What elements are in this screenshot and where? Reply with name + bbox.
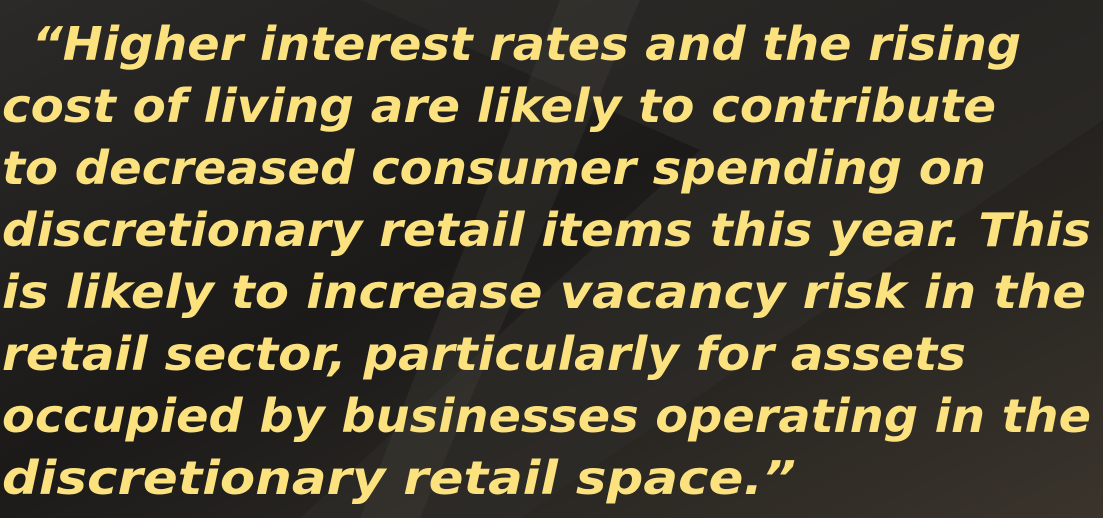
quote-text: “Higher interest rates and the rising cos… xyxy=(2,17,1091,505)
background-shape xyxy=(300,0,1103,518)
quote-line: to decreased consumer spending on xyxy=(2,141,986,195)
quote-line: discretionary retail space.” xyxy=(2,451,796,505)
quote-line: is likely to increase vacancy risk in th… xyxy=(2,265,1086,319)
quote-line: discretionary retail items this year. Th… xyxy=(2,203,1091,257)
quote-line: occupied by businesses operating in the xyxy=(2,389,1091,443)
quote-line: “Higher interest rates and the rising xyxy=(32,17,1021,71)
background-shape xyxy=(360,0,640,518)
quote-line: retail sector, particularly for assets xyxy=(2,327,966,381)
quote-line: cost of living are likely to contribute xyxy=(2,79,996,133)
